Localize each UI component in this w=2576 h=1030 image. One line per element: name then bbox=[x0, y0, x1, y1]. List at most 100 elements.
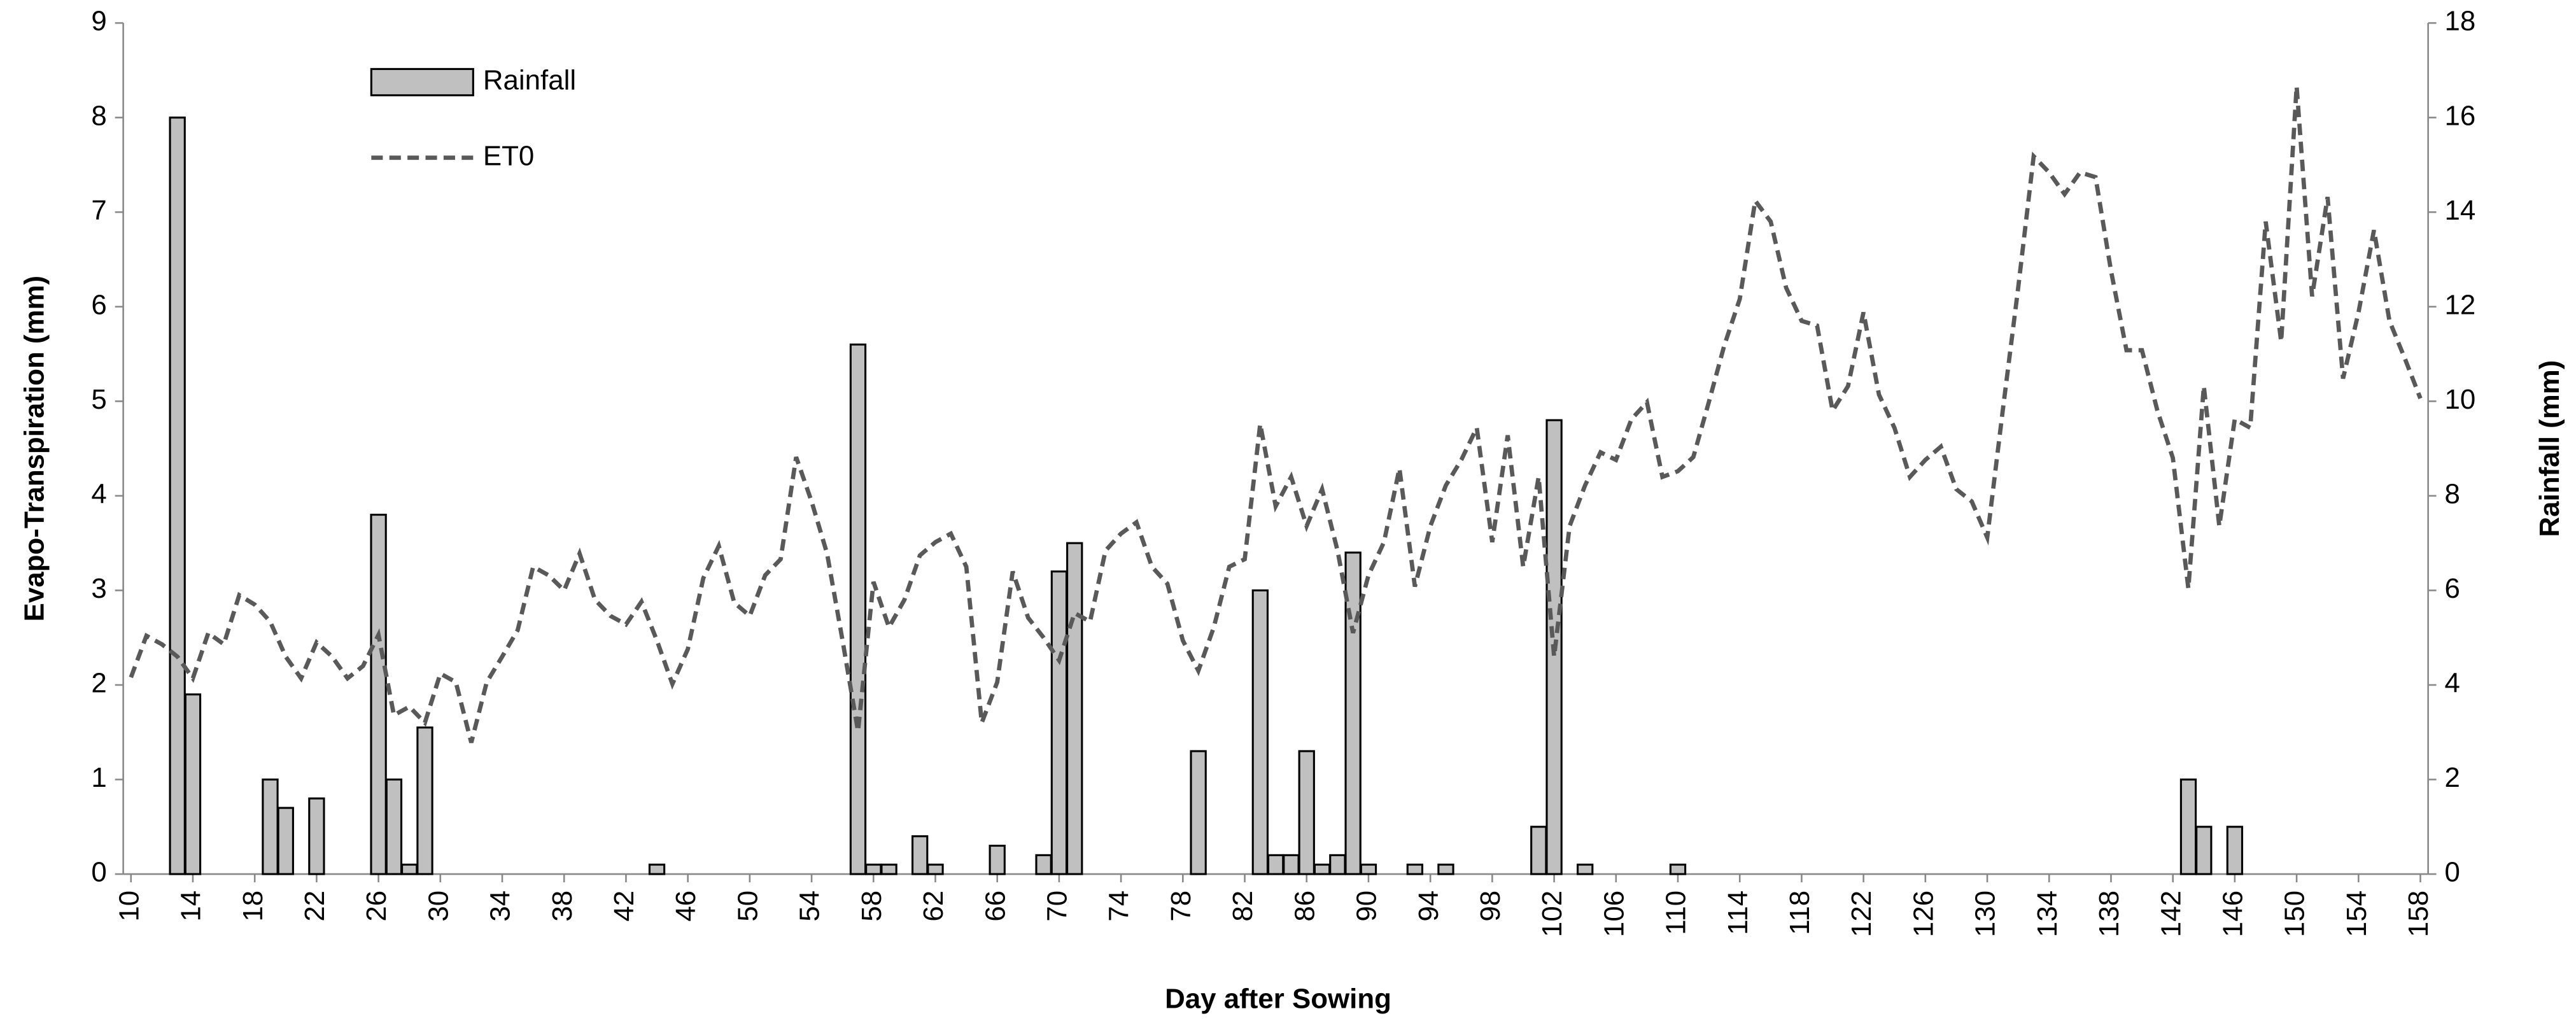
y-tick-label: 4 bbox=[91, 478, 106, 509]
x-tick-label: 22 bbox=[299, 891, 330, 922]
y2-tick-label: 18 bbox=[2444, 6, 2475, 37]
x-tick-label: 82 bbox=[1227, 891, 1258, 922]
x-tick-label: 106 bbox=[1598, 891, 1629, 937]
x-tick-label: 114 bbox=[1722, 891, 1754, 935]
line bbox=[129, 86, 2423, 744]
bar bbox=[308, 797, 325, 875]
bar bbox=[385, 778, 403, 875]
x-tick-label: 134 bbox=[2032, 891, 2063, 937]
x-tick-label: 142 bbox=[2155, 891, 2186, 937]
y-axis-title: Evapo-Transpiration (mm) bbox=[18, 276, 50, 621]
bar bbox=[1360, 863, 1377, 875]
y-tick-label: 3 bbox=[91, 573, 106, 604]
bar bbox=[1050, 570, 1068, 875]
x-tick-label: 70 bbox=[1042, 891, 1073, 922]
y-tick-label: 0 bbox=[91, 857, 106, 888]
x-tick-label: 122 bbox=[1846, 891, 1877, 937]
y2-tick-label: 14 bbox=[2444, 195, 2475, 226]
bar bbox=[927, 863, 944, 875]
y-tick-label: 2 bbox=[91, 668, 106, 699]
bar bbox=[1251, 589, 1269, 875]
x-tick-label: 30 bbox=[423, 891, 454, 922]
legend-label: Rainfall bbox=[483, 65, 576, 96]
bar bbox=[1344, 551, 1362, 875]
x-tick-label: 18 bbox=[237, 891, 269, 922]
y-tick-label: 1 bbox=[91, 762, 106, 793]
x-tick-label: 74 bbox=[1104, 891, 1135, 922]
y2-tick-label: 2 bbox=[2444, 762, 2460, 793]
x-tick-label: 46 bbox=[670, 891, 701, 922]
y2-tick-label: 12 bbox=[2444, 289, 2475, 320]
bar bbox=[865, 863, 882, 875]
x-tick-label: 130 bbox=[1970, 891, 2001, 937]
x-tick-label: 10 bbox=[113, 891, 144, 922]
x-tick-label: 38 bbox=[547, 891, 578, 922]
bar bbox=[1669, 863, 1687, 875]
x-tick-label: 110 bbox=[1661, 891, 1692, 935]
y2-tick-label: 8 bbox=[2444, 478, 2460, 509]
bar bbox=[370, 514, 387, 875]
y-tick-label: 5 bbox=[91, 384, 106, 415]
x-tick-label: 26 bbox=[361, 891, 392, 922]
bar bbox=[277, 807, 294, 875]
x-tick-label: 150 bbox=[2279, 891, 2311, 937]
x-tick-label: 90 bbox=[1351, 891, 1383, 922]
y-tick-label: 8 bbox=[91, 100, 106, 131]
x-tick-label: 86 bbox=[1289, 891, 1320, 922]
x-tick-label: 146 bbox=[2217, 891, 2248, 937]
y-tick-label: 7 bbox=[91, 195, 106, 226]
x-axis-title: Day after Sowing bbox=[1165, 983, 1391, 1014]
bar bbox=[911, 835, 929, 875]
bar bbox=[416, 726, 433, 875]
bar bbox=[1066, 542, 1083, 875]
x-tick-label: 78 bbox=[1165, 891, 1197, 922]
x-tick-label: 158 bbox=[2403, 891, 2434, 937]
y2-tick-label: 6 bbox=[2444, 573, 2460, 604]
x-tick-label: 126 bbox=[1908, 891, 1939, 937]
x-tick-label: 58 bbox=[856, 891, 887, 922]
bar bbox=[1035, 854, 1052, 875]
bar bbox=[1329, 854, 1346, 875]
bar bbox=[2195, 826, 2213, 875]
bar bbox=[1283, 854, 1300, 875]
bar bbox=[880, 863, 897, 875]
y-tick-label: 9 bbox=[91, 6, 106, 37]
y2-tick-label: 0 bbox=[2444, 857, 2460, 888]
bar bbox=[169, 116, 186, 875]
x-tick-label: 62 bbox=[918, 891, 949, 922]
legend-label: ET0 bbox=[483, 140, 534, 171]
x-tick-label: 14 bbox=[176, 891, 207, 922]
legend-swatch bbox=[370, 67, 474, 97]
x-tick-label: 102 bbox=[1537, 891, 1568, 937]
y2-tick-label: 16 bbox=[2444, 100, 2475, 131]
x-tick-label: 154 bbox=[2341, 891, 2372, 937]
x-tick-label: 50 bbox=[732, 891, 763, 922]
x-tick-label: 66 bbox=[980, 891, 1011, 922]
bar bbox=[1267, 854, 1284, 875]
bar bbox=[1406, 863, 1424, 875]
x-tick-label: 42 bbox=[609, 891, 640, 922]
y2-tick-label: 4 bbox=[2444, 668, 2460, 699]
y2-tick-label: 10 bbox=[2444, 384, 2475, 415]
x-tick-label: 94 bbox=[1413, 891, 1444, 922]
bar bbox=[184, 693, 202, 875]
x-tick-label: 98 bbox=[1475, 891, 1506, 922]
y-tick-label: 6 bbox=[91, 289, 106, 320]
bar bbox=[849, 343, 867, 875]
bar bbox=[1313, 863, 1331, 875]
bar bbox=[648, 863, 666, 875]
x-tick-label: 34 bbox=[485, 891, 516, 922]
bar bbox=[1190, 750, 1207, 875]
bar bbox=[1298, 750, 1315, 875]
bar bbox=[1530, 826, 1547, 875]
bar bbox=[2179, 778, 2197, 875]
x-tick-label: 138 bbox=[2094, 891, 2125, 937]
y2-axis-title: Rainfall (mm) bbox=[2534, 360, 2565, 537]
bar bbox=[2226, 826, 2244, 875]
x-tick-label: 54 bbox=[794, 891, 826, 922]
bar bbox=[401, 863, 418, 875]
bar bbox=[1577, 863, 1594, 875]
bar bbox=[989, 844, 1006, 875]
bar bbox=[1437, 863, 1454, 875]
